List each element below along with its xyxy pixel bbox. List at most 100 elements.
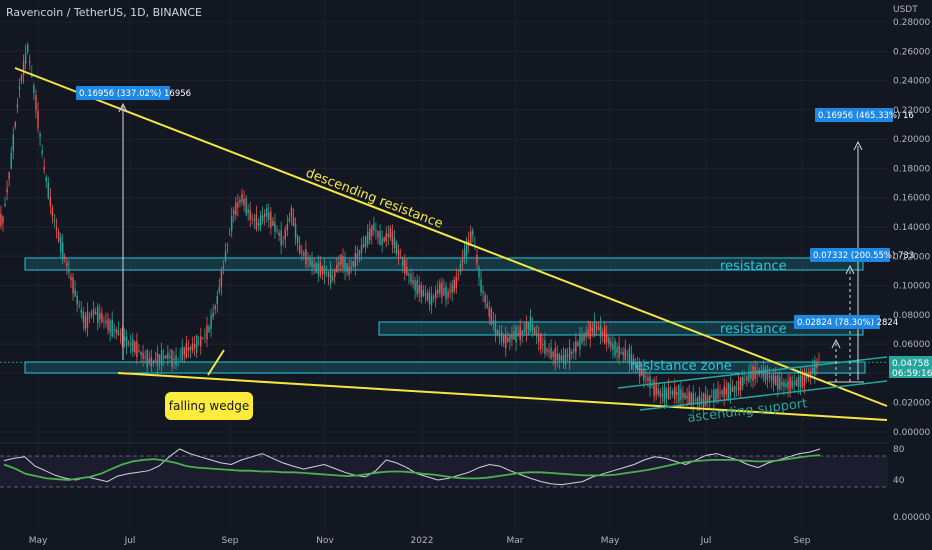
candle-body bbox=[381, 238, 383, 246]
candle-body bbox=[764, 367, 767, 382]
candle-body bbox=[739, 377, 742, 391]
candle-body bbox=[59, 237, 62, 252]
candle-body bbox=[680, 389, 682, 401]
candle-body bbox=[632, 358, 635, 365]
candle-body bbox=[288, 218, 291, 222]
candle-body bbox=[544, 340, 546, 354]
candle-body bbox=[548, 350, 550, 353]
price-tick-label: 0.12000 bbox=[893, 252, 930, 262]
last-price-countdown: 06:59:16 bbox=[892, 369, 932, 379]
candle-body bbox=[0, 213, 2, 226]
ascending-support-line[interactable] bbox=[639, 380, 888, 411]
candle-body bbox=[33, 85, 35, 93]
candle-body bbox=[57, 232, 60, 242]
candle-body bbox=[47, 182, 50, 198]
candle-body bbox=[144, 357, 146, 358]
price-tick-label: 0.00000 bbox=[893, 428, 930, 438]
candle-body bbox=[239, 199, 241, 203]
candle-body bbox=[130, 343, 132, 346]
candle-body bbox=[686, 395, 688, 398]
candle-body bbox=[426, 292, 429, 301]
candle-body bbox=[377, 231, 379, 238]
candle-body bbox=[389, 227, 392, 238]
candle-body bbox=[661, 393, 664, 398]
candle-body bbox=[688, 391, 690, 404]
candle-body bbox=[620, 352, 622, 354]
candle-body bbox=[774, 375, 777, 386]
candle-body bbox=[29, 61, 31, 63]
candle-body bbox=[369, 228, 371, 241]
measure-label-target-3: 0.16956 (465.33%) 16 bbox=[815, 108, 914, 122]
candle-body bbox=[222, 266, 225, 269]
candle-body bbox=[614, 341, 616, 357]
candle-body bbox=[502, 334, 505, 344]
time-tick-label: Mar bbox=[507, 536, 524, 546]
candle-body bbox=[2, 216, 4, 224]
candle-body bbox=[690, 393, 692, 404]
candle-body bbox=[263, 213, 266, 217]
price-axis[interactable]: USDT 0.28000 0.26000 0.24000 0.22000 0.20000… bbox=[893, 5, 930, 438]
candle-body bbox=[371, 225, 373, 236]
candle-body bbox=[538, 334, 540, 343]
candle-body bbox=[498, 333, 501, 336]
candle-body bbox=[51, 208, 54, 217]
candle-body bbox=[659, 390, 662, 397]
candle-body bbox=[43, 166, 45, 171]
candle-body bbox=[298, 244, 301, 254]
candle-body bbox=[342, 256, 344, 268]
candle-body bbox=[777, 374, 779, 390]
candle-body bbox=[379, 231, 381, 245]
candle-body bbox=[187, 347, 190, 351]
candle-body bbox=[268, 212, 270, 220]
candle-body bbox=[451, 284, 453, 293]
candle-body bbox=[616, 347, 618, 353]
price-tick-label: 0.06000 bbox=[893, 340, 930, 350]
rsi-line bbox=[3, 448, 821, 486]
candle-body bbox=[573, 348, 575, 352]
candle-body bbox=[113, 329, 115, 331]
time-axis[interactable]: May Jul Sep Nov 2022 Mar May Jul Sep bbox=[29, 536, 811, 546]
candle-body bbox=[200, 336, 202, 347]
candle-body bbox=[14, 122, 17, 127]
candle-body bbox=[80, 309, 82, 313]
falling-wedge-callout: falling wedge bbox=[165, 392, 253, 420]
candle-body bbox=[725, 388, 727, 395]
candle-body bbox=[375, 230, 377, 232]
descending-resistance-line[interactable] bbox=[14, 67, 888, 407]
candle-body bbox=[395, 242, 398, 254]
candle-body bbox=[515, 326, 517, 343]
candle-body bbox=[641, 368, 643, 376]
chart-title: Ravencoin / TetherUS, 1D, BINANCE bbox=[6, 6, 202, 19]
candle-body bbox=[334, 270, 336, 277]
candle-body bbox=[282, 241, 284, 243]
candle-body bbox=[785, 383, 787, 387]
candle-body bbox=[519, 326, 521, 341]
candle-body bbox=[507, 337, 509, 342]
price-tick-label: 0.02000 bbox=[893, 399, 930, 409]
candle-body bbox=[366, 231, 369, 245]
candle-body bbox=[226, 244, 229, 246]
wedge-support-line[interactable] bbox=[117, 372, 888, 421]
candle-body bbox=[737, 380, 740, 391]
candle-body bbox=[772, 374, 775, 385]
candle-body bbox=[261, 215, 264, 222]
candle-body bbox=[173, 358, 175, 360]
candle-body bbox=[406, 266, 408, 276]
measure-label-target-1-text: 0.02824 (78.30%) 2824 bbox=[797, 318, 898, 328]
candle-body bbox=[266, 207, 268, 217]
candle-body bbox=[636, 365, 639, 370]
candle-body bbox=[150, 356, 153, 367]
candle-body bbox=[329, 269, 332, 284]
candle-body bbox=[127, 342, 130, 344]
candle-body bbox=[364, 236, 367, 247]
candle-body bbox=[183, 347, 186, 356]
candle-body bbox=[517, 333, 519, 335]
candle-body bbox=[169, 356, 171, 358]
candle-body bbox=[39, 133, 41, 138]
candle-body bbox=[18, 86, 21, 90]
candle-body bbox=[706, 396, 709, 402]
candle-body bbox=[478, 267, 480, 278]
measure-label-target-2-text: 0.07332 (200.55%) 733 bbox=[813, 251, 914, 261]
last-price-value: 0.04758 bbox=[892, 359, 929, 369]
